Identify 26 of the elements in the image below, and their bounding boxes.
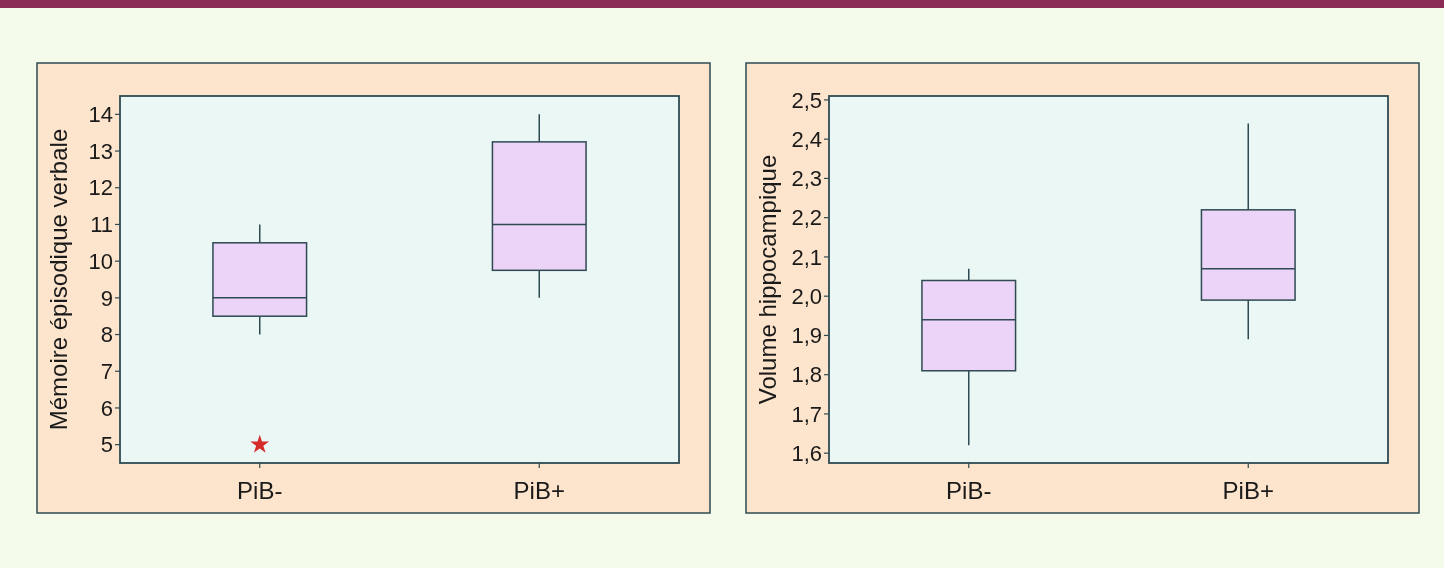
y-tick-label: 1,9 [791, 323, 822, 349]
y-tick-label: 13 [88, 138, 113, 164]
x-tick-label: PiB+ [513, 477, 565, 504]
y-tick-label: 12 [88, 175, 113, 201]
x-tick-label: PiB- [237, 477, 283, 504]
y-tick-label: 2,3 [791, 166, 822, 192]
y-tick-label: 8 [100, 322, 113, 348]
y-axis-title: Volume hippocampique [754, 154, 782, 405]
y-tick-label: 2,0 [791, 283, 822, 309]
y-tick-label: 5 [100, 432, 113, 458]
y-tick-label: 2,4 [791, 126, 822, 152]
y-tick-label: 6 [100, 395, 113, 421]
y-tick-label: 1,6 [791, 440, 822, 466]
x-tick-label: PiB+ [1222, 477, 1274, 504]
x-tick-label: PiB- [946, 477, 992, 504]
y-tick-label: 7 [100, 358, 113, 384]
y-tick-label: 11 [90, 212, 113, 238]
y-tick-label: 9 [100, 285, 113, 311]
y-tick-label: 2,1 [791, 244, 822, 270]
y-tick-label: 2,2 [791, 205, 822, 231]
y-tick-label: 1,7 [791, 401, 822, 427]
y-tick-label: 10 [88, 248, 113, 274]
y-tick-label: 1,8 [791, 362, 822, 388]
y-axis-title: Mémoire épisodique verbale [45, 128, 73, 431]
y-tick-label: 2,5 [791, 87, 822, 113]
y-tick-label: 14 [88, 102, 113, 128]
